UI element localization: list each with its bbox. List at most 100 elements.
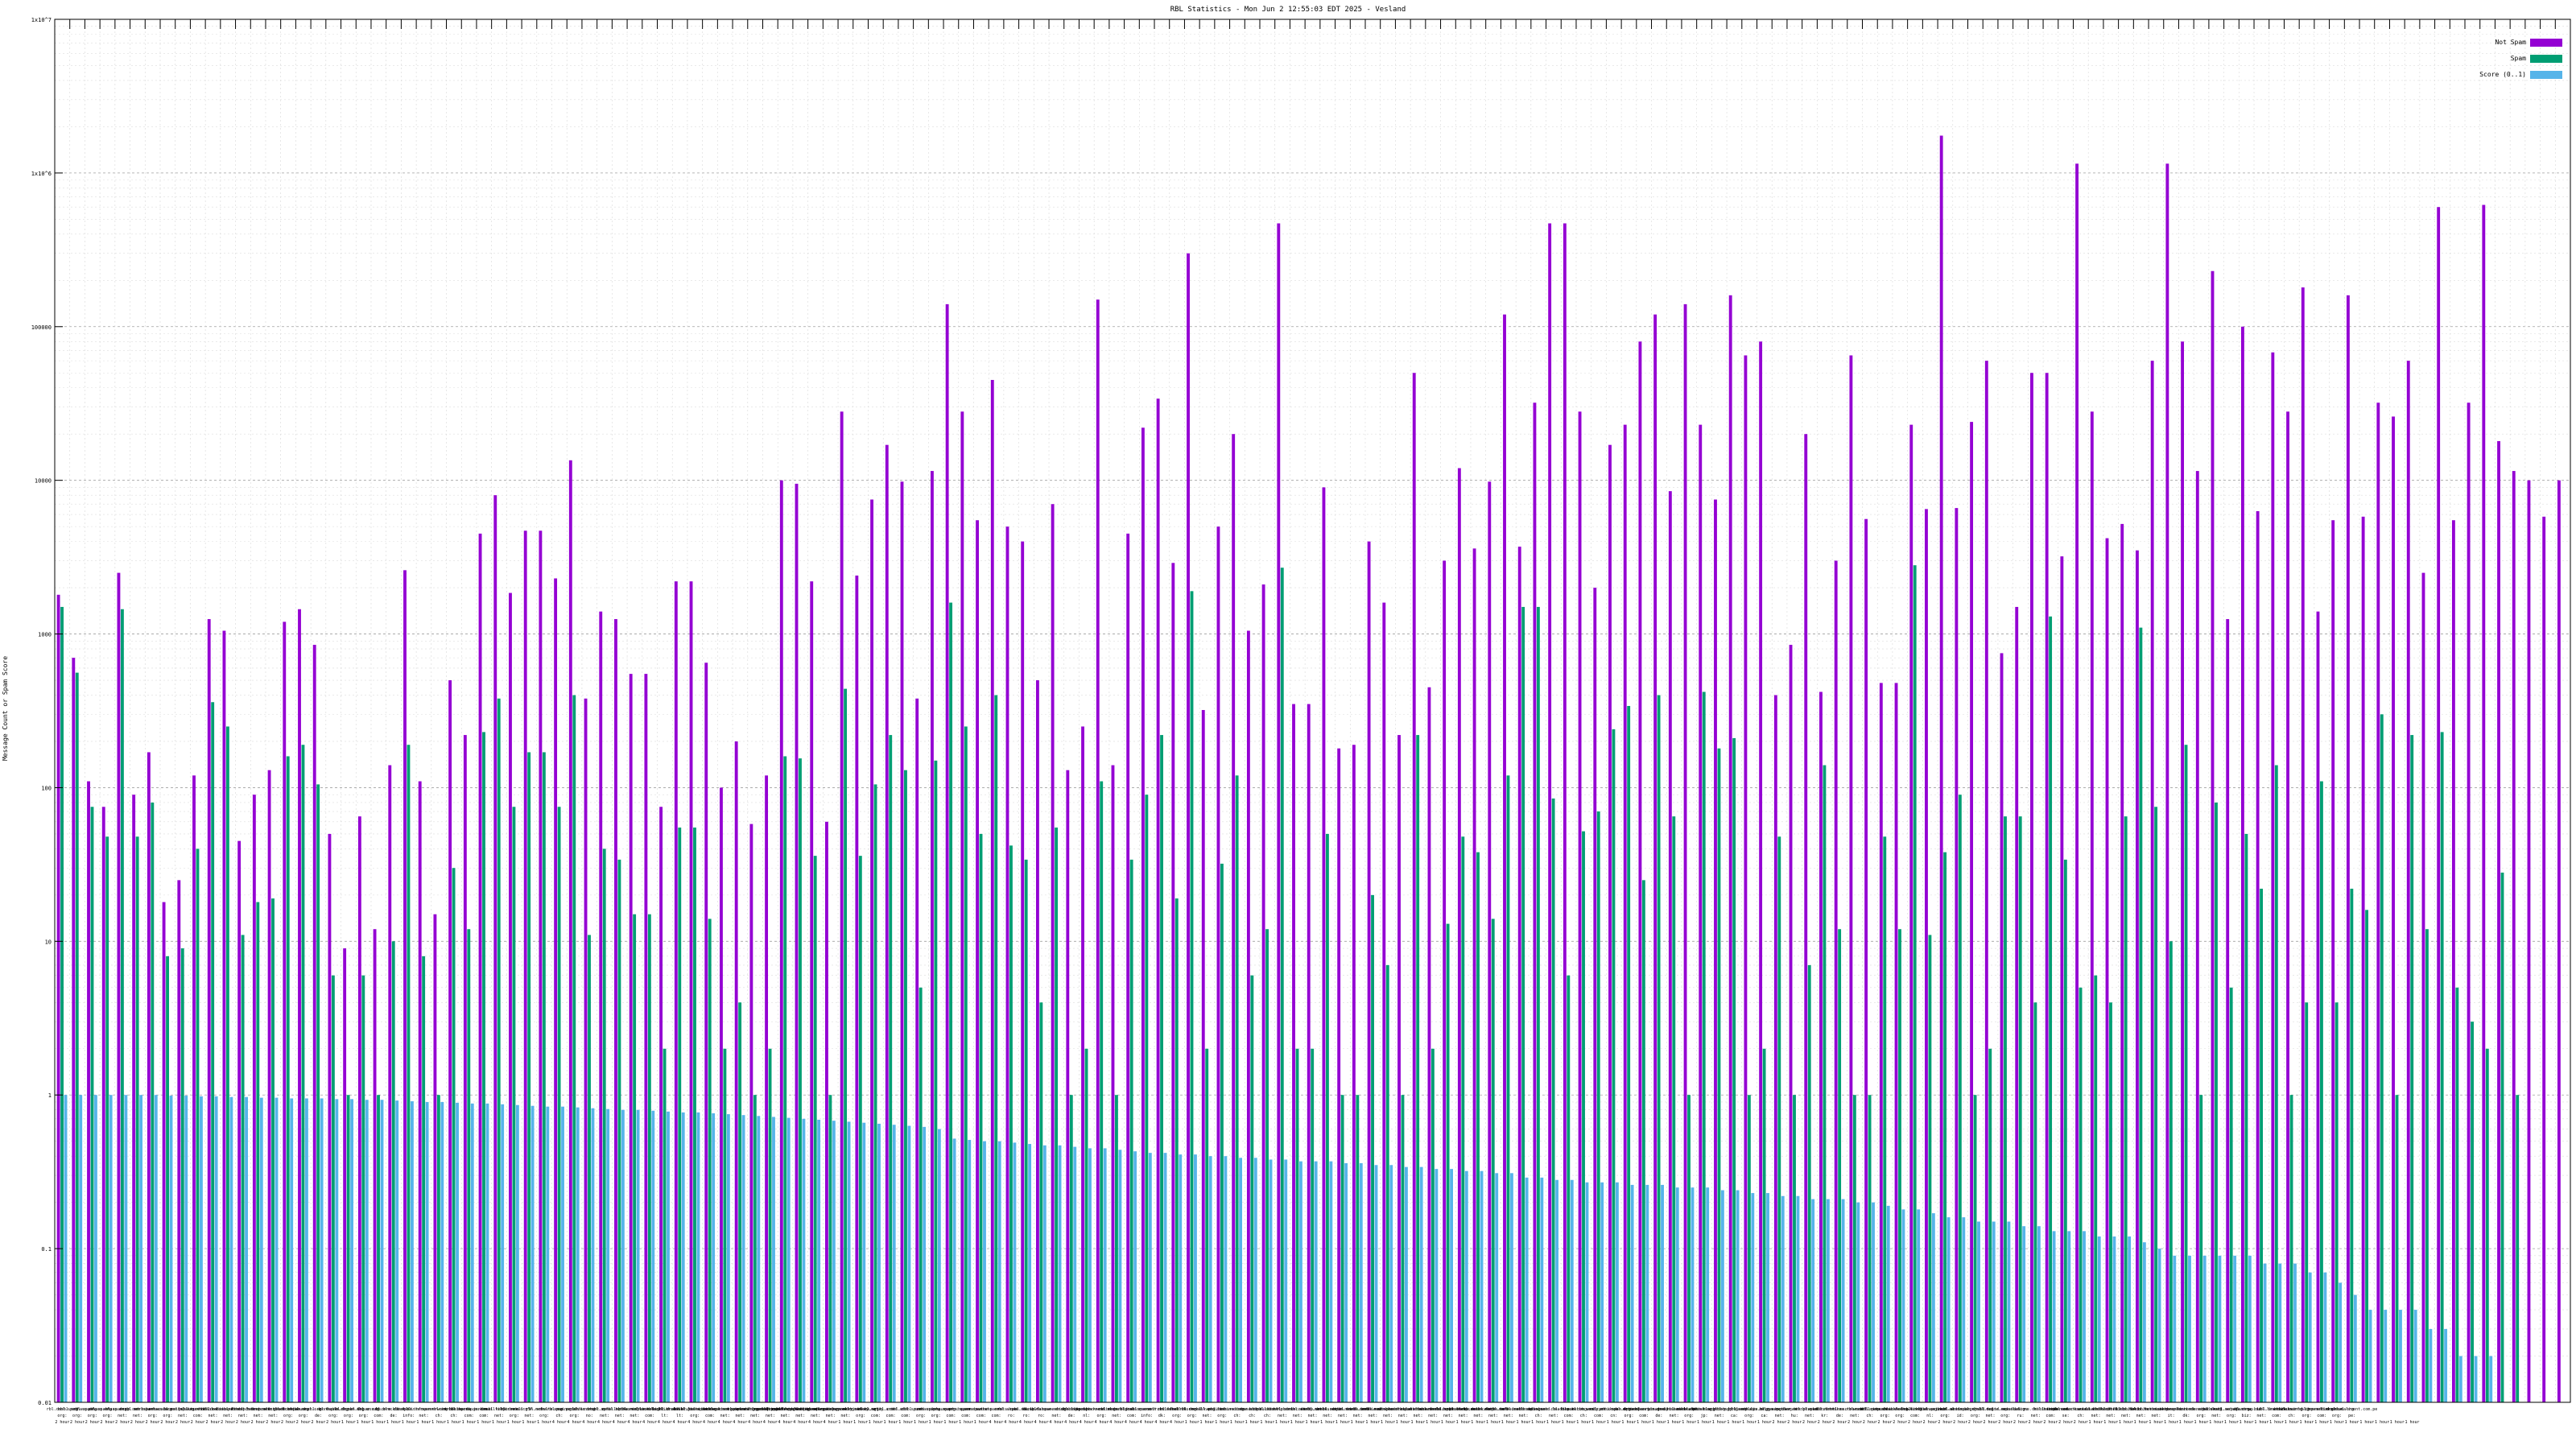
x-tick-label-name: proxies.dnsbl.sorbs.net xyxy=(1465,1407,1521,1412)
bar-not-spam xyxy=(2376,402,2380,1402)
bar-spam xyxy=(1883,836,1887,1402)
bar-spam xyxy=(120,609,124,1402)
bar-score xyxy=(546,1106,550,1402)
x-tick-label-name: problems.dnsbl.sorbs.net xyxy=(1449,1407,1507,1412)
bar-spam xyxy=(1069,1095,1073,1402)
y-tick-label: 1 xyxy=(48,1092,52,1099)
x-tick-label-zone: org: xyxy=(1940,1414,1950,1418)
x-tick-label-zone: org: xyxy=(88,1414,97,1418)
bar-not-spam xyxy=(1277,223,1281,1403)
bar-score xyxy=(2218,1255,2222,1402)
y-tick-label: 1x10^7 xyxy=(31,17,52,23)
bar-score xyxy=(350,1099,353,1402)
bar-spam xyxy=(1506,775,1510,1402)
bar-not-spam xyxy=(1261,584,1265,1402)
x-tick-label-name: rbl.snark.net xyxy=(2201,1407,2232,1412)
x-tick-label-name: l2.bbfh.ext.sorbs.net xyxy=(2100,1407,2151,1412)
x-tick-label-name: dnsbl.sorbs.net xyxy=(119,1407,155,1412)
bar-score xyxy=(425,1101,429,1402)
bar-spam xyxy=(1145,795,1149,1402)
x-tick-label-zone: org: xyxy=(510,1414,519,1418)
bar-not-spam xyxy=(2165,163,2169,1402)
bar-score xyxy=(1796,1195,1800,1402)
x-tick-label-zone: com: xyxy=(992,1414,1001,1418)
x-tick-label-period: 1 hour xyxy=(959,1420,973,1425)
x-tick-label-zone: de: xyxy=(1068,1414,1075,1418)
x-tick-label-zone: ch: xyxy=(1580,1414,1587,1418)
bar-not-spam xyxy=(1472,548,1476,1403)
x-tick-label-period: 2 hour xyxy=(1818,1420,1832,1425)
chart-title: RBL Statistics - Mon Jun 2 12:55:03 EDT … xyxy=(1170,6,1406,14)
bar-score xyxy=(2022,1226,2026,1402)
bar-not-spam xyxy=(1246,630,1250,1402)
x-tick-label-period: 1 hour xyxy=(1667,1420,1682,1425)
bar-spam xyxy=(2018,816,2022,1402)
x-tick-label-period: 2 hour xyxy=(1878,1420,1893,1425)
x-tick-label-name: backscatter.spameatingmonkey.net xyxy=(701,1407,778,1412)
bar-spam xyxy=(1385,964,1389,1402)
x-tick-label-period: 2 hour xyxy=(85,1420,100,1425)
bar-spam xyxy=(1567,975,1571,1402)
bar-not-spam xyxy=(1804,434,1808,1402)
x-tick-label-period: 4 hour xyxy=(568,1420,582,1425)
bar-not-spam xyxy=(885,444,889,1402)
bar-not-spam xyxy=(1412,373,1416,1402)
y-tick-label: 1x10^6 xyxy=(31,171,52,177)
bar-spam xyxy=(1250,975,1254,1402)
x-tick-label-zone: net: xyxy=(1353,1414,1363,1418)
x-tick-label-name: l1.bbfh.ext.sorbs.net xyxy=(2086,1407,2136,1412)
bar-spam xyxy=(1596,811,1600,1402)
bar-spam xyxy=(1672,816,1676,1402)
bar-spam xyxy=(1115,1095,1118,1402)
bar-spam xyxy=(2033,1002,2037,1402)
bar-spam xyxy=(1205,1048,1209,1402)
x-tick-label-period: 1 hour xyxy=(1621,1420,1636,1425)
x-tick-label-zone: com: xyxy=(1639,1414,1649,1418)
bar-spam xyxy=(2305,1002,2309,1402)
x-tick-label-period: 1 hour xyxy=(2405,1420,2419,1425)
x-tick-label-zone: com: xyxy=(1910,1414,1920,1418)
x-tick-label-period: 1 hour xyxy=(2089,1420,2103,1425)
x-tick-label-zone: org: xyxy=(299,1414,308,1418)
bar-score xyxy=(1585,1182,1589,1402)
x-tick-label-name: dnsbl.calivent.com.pe xyxy=(2326,1407,2377,1412)
bars-layer xyxy=(56,135,2561,1403)
bar-not-spam xyxy=(931,471,934,1403)
bar-score xyxy=(1042,1145,1046,1402)
x-tick-label-name: safe.dnsbl.sorbs.net xyxy=(1499,1407,1547,1412)
x-tick-label-period: 2 hour xyxy=(70,1420,85,1425)
bar-not-spam xyxy=(237,840,242,1402)
x-tick-label-zone: com: xyxy=(1594,1414,1604,1418)
bar-spam xyxy=(1551,798,1555,1402)
x-tick-label-period: 1 hour xyxy=(1742,1420,1757,1425)
bar-score xyxy=(937,1129,941,1402)
x-tick-label-name: dnsbl.spfbl.net xyxy=(586,1407,622,1412)
bar-score xyxy=(968,1140,972,1402)
bar-spam xyxy=(557,807,561,1402)
x-tick-label-name: truncate.gbudb.net xyxy=(251,1407,295,1412)
bar-not-spam xyxy=(2286,411,2289,1402)
x-tick-label-name: spamtrap.drbl.drand.net xyxy=(2234,1407,2289,1412)
bar-spam xyxy=(422,956,426,1402)
bar-spam xyxy=(301,745,305,1402)
x-tick-label-zone: ch: xyxy=(450,1414,457,1418)
bar-spam xyxy=(904,770,907,1402)
x-tick-label-zone: org: xyxy=(1187,1414,1197,1418)
bar-not-spam xyxy=(1126,533,1130,1403)
bar-not-spam xyxy=(659,807,663,1402)
bar-score xyxy=(1435,1169,1439,1402)
bar-not-spam xyxy=(2136,550,2139,1403)
x-tick-label-name: combined.abuse.ch xyxy=(1216,1407,1257,1412)
x-tick-label-name: socks.dnsbl.sorbs.net xyxy=(1317,1407,1368,1412)
bar-score xyxy=(456,1102,459,1402)
x-tick-label-zone: net: xyxy=(1670,1414,1679,1418)
x-tick-label-name: multi.surbl.org xyxy=(843,1407,879,1412)
x-tick-label-period: 2 hour xyxy=(266,1420,280,1425)
y-tick-label: 100 xyxy=(41,785,52,791)
x-tick-label-zone: org: xyxy=(539,1414,549,1418)
x-tick-label-zone: net: xyxy=(750,1414,760,1418)
x-tick-label-period: 1 hour xyxy=(838,1420,852,1425)
bar-not-spam xyxy=(252,795,256,1402)
x-tick-label-name: no-more-funn.moensted.dk xyxy=(2157,1407,2215,1412)
bar-score xyxy=(1464,1170,1468,1402)
